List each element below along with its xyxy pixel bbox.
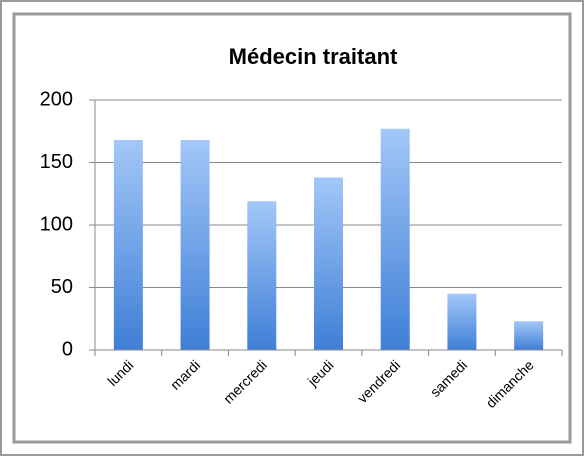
- y-tick-label: 0: [62, 338, 73, 360]
- chart-title: Médecin traitant: [229, 44, 398, 69]
- bar: [380, 128, 410, 350]
- y-tick-label: 100: [40, 213, 73, 235]
- bar: [314, 177, 343, 350]
- y-tick-label: 150: [40, 151, 73, 173]
- bar: [113, 140, 143, 350]
- y-tick-label: 50: [51, 276, 73, 298]
- chart-frame: [12, 12, 572, 444]
- bar: [447, 293, 477, 350]
- y-tick-label: 200: [40, 88, 73, 110]
- bar: [514, 321, 544, 350]
- bar: [247, 201, 277, 350]
- bar: [180, 140, 210, 350]
